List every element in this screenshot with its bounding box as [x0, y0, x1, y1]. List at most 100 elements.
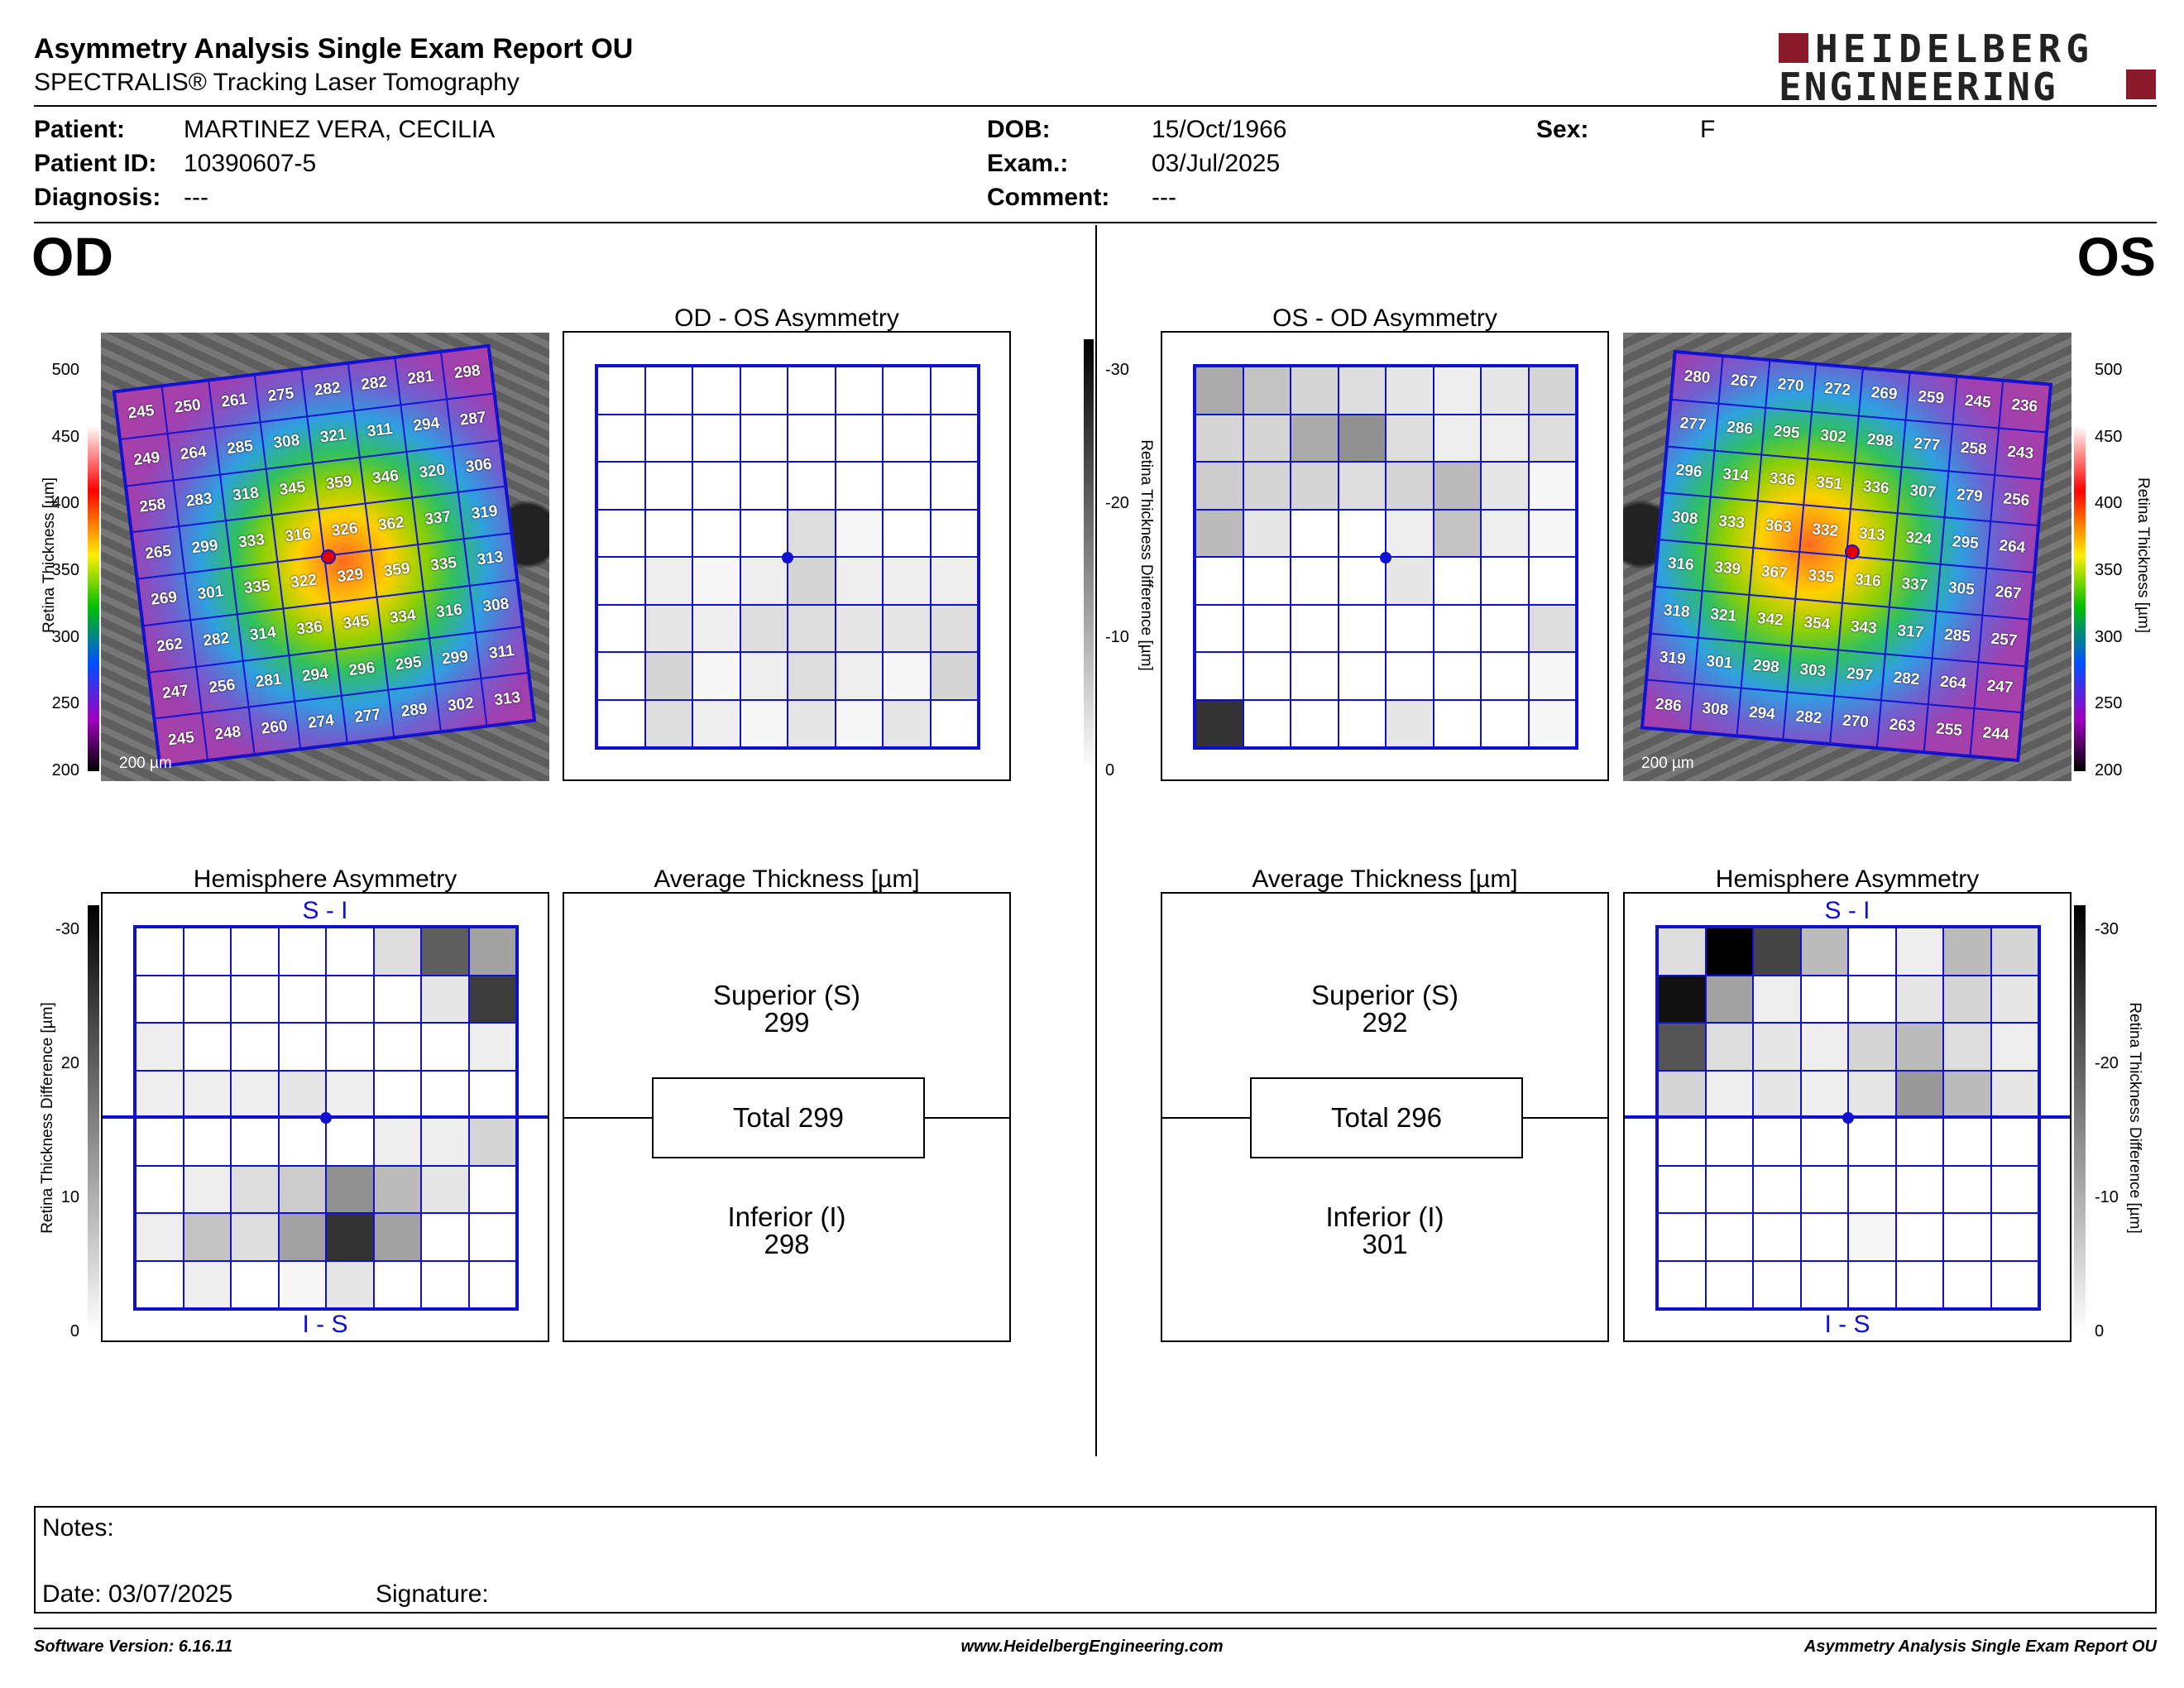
asymmetry-cell [740, 509, 788, 557]
asymmetry-cell [835, 509, 883, 557]
asymmetry-cell [1943, 1070, 1991, 1118]
thickness-cell: 267 [1718, 357, 1770, 408]
asymmetry-cell [1243, 652, 1291, 700]
od-hemi-axis-label: Retina Thickness Difference [µm] [39, 1002, 56, 1234]
notes-date: Date: 03/07/2025 [42, 1580, 233, 1608]
asymmetry-cell [1528, 652, 1576, 700]
thickness-cell: 321 [1698, 590, 1749, 642]
asymmetry-cell [1243, 367, 1291, 415]
asymmetry-cell [1338, 414, 1386, 462]
asymmetry-cell [326, 975, 374, 1023]
axis-tick-label: -10 [2095, 1188, 2119, 1206]
asymmetry-cell [1943, 928, 1991, 976]
asymmetry-cell [692, 557, 740, 605]
axis-tick-label: 20 [60, 1054, 79, 1072]
thickness-cell: 270 [1830, 696, 1881, 748]
thickness-cell: 318 [1650, 586, 1703, 638]
asymmetry-cell [278, 975, 326, 1023]
asymmetry-cell [183, 975, 231, 1023]
thickness-cell: 270 [1765, 360, 1817, 412]
thickness-cell: 335 [1795, 552, 1846, 603]
asymmetry-cell [883, 367, 931, 415]
patient-id-label: Patient ID: [34, 150, 157, 177]
asymmetry-cell [883, 699, 931, 747]
thickness-cell: 259 [1905, 372, 1956, 424]
thickness-cell: 363 [1752, 501, 1804, 553]
asymmetry-cell [326, 928, 374, 976]
axis-tick-label: 500 [51, 361, 79, 379]
asymmetry-cell [1895, 1023, 1943, 1071]
asymmetry-cell [1943, 1023, 1991, 1071]
asymmetry-cell [1243, 414, 1291, 462]
od-total-box: Total 299 [652, 1077, 925, 1158]
asymmetry-cell [231, 1023, 279, 1071]
asymmetry-cell [183, 1023, 231, 1071]
logo-square-top [1779, 33, 1808, 63]
asymmetry-cell [468, 1165, 516, 1213]
asymmetry-cell [1895, 1070, 1943, 1118]
asymmetry-cell [136, 1260, 184, 1308]
thickness-cell: 269 [1858, 368, 1910, 420]
patient-name: MARTINEZ VERA, CECILIA [184, 116, 496, 143]
asymmetry-cell [136, 1165, 184, 1213]
asymmetry-cell [421, 1070, 469, 1118]
asymmetry-cell [183, 1260, 231, 1308]
signature-label: Signature: [376, 1580, 489, 1608]
thickness-cell: 264 [167, 427, 220, 481]
asymmetry-cell [1800, 1023, 1848, 1071]
axis-tick-label: 200 [51, 761, 79, 779]
thickness-cell: 294 [289, 649, 342, 702]
asymmetry-cell [136, 1070, 184, 1118]
asymmetry-cell [692, 699, 740, 747]
asymmetry-cell [930, 604, 978, 652]
asymmetry-cell [1386, 509, 1434, 557]
asymmetry-cell [1195, 557, 1243, 605]
axis-tick-label: 300 [51, 627, 79, 646]
asymmetry-cell [421, 928, 469, 976]
axis-tick-label: 350 [51, 561, 79, 579]
os-asymmetry-grid [1193, 364, 1578, 750]
asymmetry-cell [421, 1260, 469, 1308]
asymmetry-cell [1990, 1213, 2038, 1261]
thickness-cell: 305 [1936, 563, 1987, 616]
asymmetry-cell [644, 557, 692, 605]
thickness-cell: 345 [266, 463, 319, 516]
asymmetry-cell [1528, 604, 1576, 652]
asymmetry-cell [930, 462, 978, 510]
asymmetry-cell [326, 1165, 374, 1213]
asymmetry-cell [1848, 1213, 1896, 1261]
os-asymmetry-title: OS - OD Asymmetry [1272, 305, 1497, 332]
thickness-cell: 274 [295, 695, 347, 749]
thickness-cell: 255 [1923, 704, 1975, 755]
asymmetry-cell [597, 557, 645, 605]
asymmetry-cell [278, 1118, 326, 1166]
asymmetry-cell [136, 1023, 184, 1071]
od-superior-value: Superior (S) 299 [713, 980, 860, 1038]
thickness-cell: 256 [195, 660, 249, 713]
asymmetry-cell [1386, 414, 1434, 462]
axis-tick-label: 400 [51, 494, 79, 513]
thickness-cell: 295 [1760, 407, 1813, 458]
thickness-cell: 333 [1706, 496, 1757, 549]
asymmetry-cell [1195, 652, 1243, 700]
asymmetry-cell [1291, 604, 1339, 652]
axis-tick-label: 0 [69, 1322, 79, 1340]
thickness-cell: 250 [161, 381, 214, 434]
os-hemi-panel: S - I I - S [1623, 892, 2071, 1342]
asymmetry-cell [1848, 1070, 1896, 1118]
os-hemi-top-label: S - I [1824, 897, 1870, 924]
od-average-title: Average Thickness [µm] [654, 866, 920, 893]
thickness-cell: 326 [318, 503, 371, 556]
asymmetry-cell [1895, 1165, 1943, 1213]
asymmetry-cell [1481, 367, 1529, 415]
asymmetry-cell [373, 1260, 421, 1308]
thickness-cell: 289 [388, 684, 441, 737]
asymmetry-cell [1848, 975, 1896, 1023]
thickness-cell: 282 [301, 363, 354, 417]
asymmetry-cell [692, 367, 740, 415]
thickness-cell: 308 [1659, 492, 1711, 544]
footer-divider [34, 1628, 2157, 1629]
center-diff-axis-label: Retina Thickness Difference [µm] [1138, 439, 1155, 671]
asymmetry-cell [1753, 1118, 1801, 1166]
thickness-cell: 261 [208, 375, 261, 428]
